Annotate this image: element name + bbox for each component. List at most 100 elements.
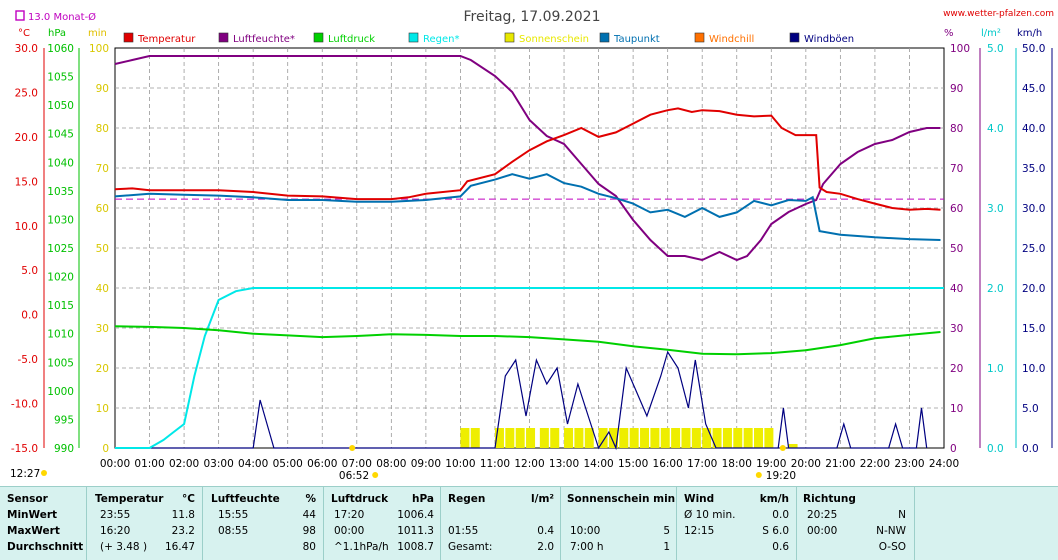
series-line-humidity [114,55,941,262]
stats-value: 0.0 [772,509,789,521]
temp-axis-tick-label: -10.0 [11,399,38,411]
stats-group-title: Luftfeuchte [211,493,280,505]
stats-group-unit: hPa [412,493,434,505]
stats-group-title: Sonnenschein min [567,493,676,505]
pressure-axis-tick-label: 1010 [47,329,74,341]
x-tick-label: 13:00 [549,458,579,470]
rain-axis-tick-label: 4.0 [987,123,1004,135]
pressure-axis-tick-label: 1030 [47,214,74,226]
wind-axis-tick-label: 5.0 [1022,403,1039,415]
sunshine-bar [494,428,504,448]
pressure-axis-tick-label: 1015 [47,300,74,312]
chart-title: Freitag, 17.09.2021 [464,9,601,25]
rain-axis-tick-label: 0.0 [987,443,1004,455]
stats-time: 16:20 [100,525,131,537]
sunshine-bar [702,428,712,448]
stats-value: 2.0 [537,541,554,553]
month-avg-label: 13.0 Monat-Ø [28,11,96,23]
x-tick-label: 01:00 [134,458,164,470]
stats-column [796,487,915,560]
percent-axis-tick-label: 100 [950,43,970,55]
sunshine-bar [722,428,732,448]
sunshine-bar [539,428,549,448]
minutes-axis-tick-label: 10 [96,403,109,415]
series-line-pressure [114,325,941,356]
sunset-icon [755,472,762,478]
percent-axis-tick-label: 80 [950,123,963,135]
stats-group-title: Richtung [803,493,856,505]
legend-swatch [408,32,419,43]
sunshine-bar [650,428,660,448]
stats-value: 44 [302,509,316,521]
minutes-axis-tick-label: 50 [96,243,109,255]
stats-value: S 6.0 [762,525,789,537]
sunset-dot [779,445,786,451]
legend-swatch [218,32,229,43]
stats-value: N-NW [876,525,906,537]
wind-axis-tick-label: 35.0 [1022,163,1045,175]
legend-label: Taupunkt [613,34,660,45]
stats-table: Sensor MinWert MaxWert Durchschnitt Temperat… [0,486,1058,560]
stats-time: 12:15 [684,525,715,537]
unit-percent: % [944,28,954,39]
pressure-axis-tick-label: 1055 [47,72,74,84]
wind-axis-tick-label: 0.0 [1022,443,1039,455]
pressure-axis-tick-label: 1040 [47,157,74,169]
temp-axis-tick-label: 0.0 [21,310,38,322]
minutes-axis-tick-label: 100 [89,43,109,55]
pressure-axis-tick-label: 1005 [47,357,74,369]
legend: Temperatur Luftfeuchte* Luftdruck Regen* Son… [123,32,854,45]
percent-axis-tick-label: 40 [950,283,963,295]
x-tick-label: 23:00 [894,458,924,470]
plot-area [114,47,945,451]
weather-chart: Freitag, 17.09.2021 www.wetter-pfalzen.c… [10,9,1054,482]
temp-axis-tick-label: 10.0 [15,221,38,233]
stats-column [0,487,87,560]
stats-time: 15:55 [218,509,249,521]
temp-axis-tick-label: -5.0 [18,354,39,366]
temp-axis-tick-label: 5.0 [21,265,38,277]
percent-axis-tick-label: 10 [950,403,963,415]
x-tick-label: 12:00 [514,458,544,470]
stats-group-title: Luftdruck [331,493,389,505]
unit-wind: km/h [1017,28,1042,39]
minutes-axis-tick-label: 30 [96,323,109,335]
sunshine-bar [743,428,753,448]
stats-value: 98 [302,525,316,537]
stats-time: 20:25 [807,509,838,521]
pressure-axis-tick-label: 990 [54,443,74,455]
minutes-axis-tick-label: 80 [96,123,109,135]
x-tick-label: 03:00 [203,458,233,470]
stats-time: ^1.1hPa/h [334,541,389,553]
minutes-axis-tick-label: 60 [96,203,109,215]
sunshine-bar [460,428,470,448]
stats-time: 17:20 [334,509,365,521]
rain-axis-tick-label: 3.0 [987,203,1004,215]
x-tick-label: 09:00 [411,458,441,470]
sunshine-bar [574,428,584,448]
pressure-axis-tick-label: 1050 [47,100,74,112]
x-tick-label: 20:00 [791,458,821,470]
stats-column [323,487,441,560]
stats-value: N [898,509,906,521]
stats-value: 23.2 [171,525,195,537]
sunshine-bar [619,428,629,448]
stats-value: 11.8 [171,509,195,521]
sunshine-bar [712,428,722,448]
stats-time: 10:00 [570,525,601,537]
minutes-axis-tick-label: 0 [102,443,109,455]
percent-axis-tick-label: 50 [950,243,963,255]
stats-time: 00:00 [807,525,838,537]
stats-group-unit: °C [182,493,195,505]
x-tick-label: 08:00 [376,458,406,470]
legend-label: Luftfeuchte* [233,34,295,45]
site-url: www.wetter-pfalzen.com [943,9,1054,19]
sunshine-bar [660,428,670,448]
rain-axis-tick-label: 2.0 [987,283,1004,295]
legend-swatch [504,32,515,43]
stats-group-title: Wind [684,493,715,505]
stats-row-label: MinWert [7,509,58,521]
stats-value: O-SO [878,541,906,553]
legend-label: Windchill [709,34,754,45]
stats-group-unit: km/h [759,493,789,505]
